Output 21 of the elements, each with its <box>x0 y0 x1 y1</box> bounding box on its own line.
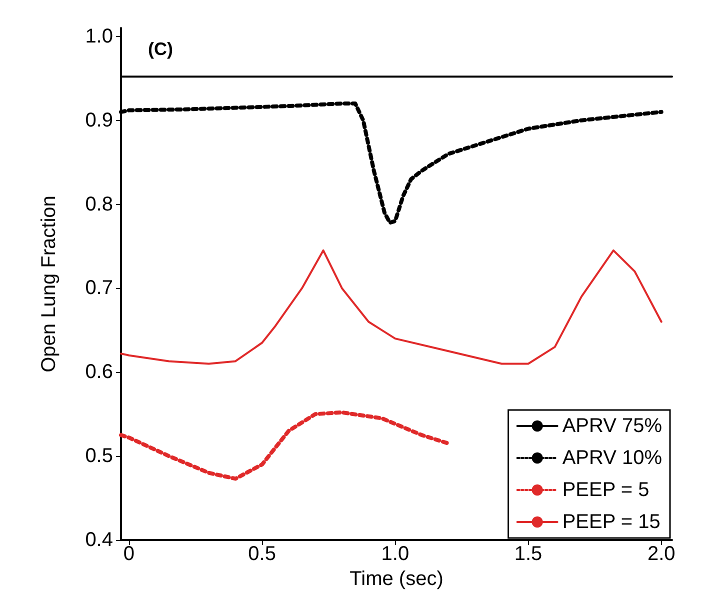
y-tick-label: 1.0 <box>85 25 113 48</box>
y-tick-label: 0.8 <box>85 193 113 216</box>
legend-label: PEEP = 5 <box>562 479 650 501</box>
y-tick-label: 0.4 <box>85 529 113 551</box>
y-tick-label: 0.5 <box>85 445 113 468</box>
annotation: (C) <box>148 39 173 59</box>
x-tick-label: 1.0 <box>381 543 410 565</box>
line-series <box>120 249 662 365</box>
x-tick-label: 0.5 <box>248 543 276 565</box>
y-tick-label: 0.6 <box>85 361 113 384</box>
x-tick-label: 0 <box>123 543 135 565</box>
x-tick-label: 2.0 <box>647 543 676 565</box>
y-tick-label: 0.9 <box>85 109 113 132</box>
legend-label: APRV 75% <box>562 415 662 437</box>
x-tick-label: 1.5 <box>514 543 542 565</box>
line-series <box>119 410 450 481</box>
y-axis-title: Open Lung Fraction <box>38 196 60 372</box>
legend-label: PEEP = 15 <box>562 511 660 533</box>
x-axis-title: Time (sec) <box>350 568 444 590</box>
legend-label: APRV 10% <box>562 447 662 469</box>
y-tick-label: 0.7 <box>85 277 113 300</box>
